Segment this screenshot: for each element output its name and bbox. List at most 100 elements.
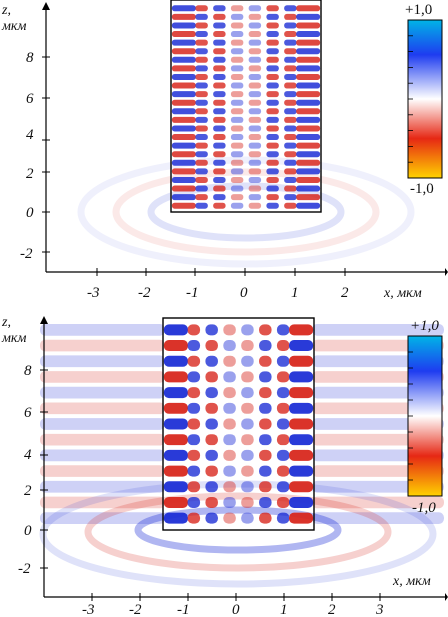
field-cell	[276, 496, 290, 508]
field-cell	[163, 465, 189, 477]
field-cell	[241, 340, 254, 352]
field-cell	[163, 355, 189, 367]
field-cell	[205, 355, 218, 367]
bottom-colorbar-min: -1,0	[412, 500, 436, 516]
field-cell	[296, 22, 321, 29]
field-cell	[288, 512, 314, 524]
field-cell	[296, 31, 321, 38]
field-cell	[205, 434, 218, 446]
field-cell	[230, 73, 244, 80]
field-cell	[284, 91, 297, 98]
field-cell	[259, 512, 272, 524]
field-cell	[187, 387, 201, 399]
field-cell	[284, 13, 297, 20]
field-cell	[171, 185, 196, 192]
side-band-left	[40, 496, 165, 509]
field-cell	[213, 159, 226, 166]
field-cell	[223, 512, 236, 524]
field-cell	[266, 31, 279, 38]
field-cell	[223, 371, 236, 383]
field-cell	[171, 82, 196, 89]
top-z-label-line1: z,	[1, 3, 11, 18]
field-cell	[205, 481, 218, 493]
field-cell	[187, 355, 201, 367]
top-field-map	[77, 5, 415, 268]
field-cell	[276, 355, 290, 367]
bottom-z-label-line1: z,	[1, 315, 11, 330]
field-cell	[195, 82, 208, 89]
field-cell	[171, 39, 196, 46]
radiation-arc	[112, 168, 380, 256]
field-cell	[223, 481, 236, 493]
field-cell	[288, 418, 314, 430]
top-z-tick-0: 0	[26, 205, 34, 221]
field-cell	[259, 418, 272, 430]
field-cell	[171, 91, 196, 98]
field-cell	[266, 116, 279, 123]
top-z-arrow	[42, 2, 50, 10]
field-cell	[288, 355, 314, 367]
field-cell	[288, 371, 314, 383]
side-band-left	[40, 355, 165, 368]
field-cell	[230, 39, 244, 46]
field-cell	[163, 402, 189, 414]
field-cell	[259, 481, 272, 493]
field-cell	[230, 31, 244, 38]
field-cell	[248, 65, 262, 72]
top-z-label-line2: мкм	[1, 19, 26, 34]
field-cell	[187, 449, 201, 461]
field-cell	[284, 168, 297, 175]
top-colorbar-min: -1,0	[410, 181, 434, 197]
field-cell	[284, 134, 297, 141]
field-cell	[248, 91, 262, 98]
field-cell	[248, 56, 262, 63]
field-cell	[241, 387, 254, 399]
field-cell	[248, 99, 262, 106]
field-cell	[213, 185, 226, 192]
field-cell	[163, 371, 189, 383]
field-cell	[259, 434, 272, 446]
field-cell	[266, 48, 279, 55]
field-cell	[213, 194, 226, 201]
bottom-z-arrow	[40, 316, 48, 324]
field-cell	[205, 512, 218, 524]
field-cell	[266, 73, 279, 80]
field-cell	[241, 324, 254, 336]
field-cell	[195, 31, 208, 38]
field-cell	[276, 340, 290, 352]
field-cell	[288, 481, 314, 493]
field-cell	[248, 116, 262, 123]
field-cell	[187, 481, 201, 493]
bottom-colorbar-max: +1,0	[410, 318, 439, 334]
field-cell	[213, 39, 226, 46]
field-cell	[213, 134, 226, 141]
field-cell	[213, 22, 226, 29]
bottom-x-tick-minus2: -2	[129, 602, 142, 617]
field-cell	[266, 159, 279, 166]
field-cell	[276, 402, 290, 414]
field-cell	[266, 56, 279, 63]
bottom-x-tick-minus1: -1	[177, 602, 190, 617]
top-colorbar: +1,0 -1,0	[405, 2, 443, 197]
field-cell	[205, 324, 218, 336]
field-cell	[259, 387, 272, 399]
side-band-left	[40, 465, 165, 477]
field-cell	[171, 13, 196, 20]
side-band-left	[40, 371, 165, 383]
field-cell	[187, 418, 201, 430]
field-cell	[223, 434, 236, 446]
field-cell	[195, 202, 208, 209]
bottom-x-tick-minus3: -3	[82, 602, 95, 617]
field-cell	[171, 22, 196, 29]
field-cell	[213, 151, 226, 158]
field-cell	[195, 168, 208, 175]
field-cell	[213, 13, 226, 20]
field-cell	[248, 13, 262, 20]
field-cell	[205, 496, 218, 508]
field-cell	[248, 108, 262, 115]
field-cell	[248, 48, 262, 55]
field-cell	[195, 142, 208, 149]
field-cell	[213, 176, 226, 183]
bottom-z-tick-8: 8	[24, 363, 32, 379]
